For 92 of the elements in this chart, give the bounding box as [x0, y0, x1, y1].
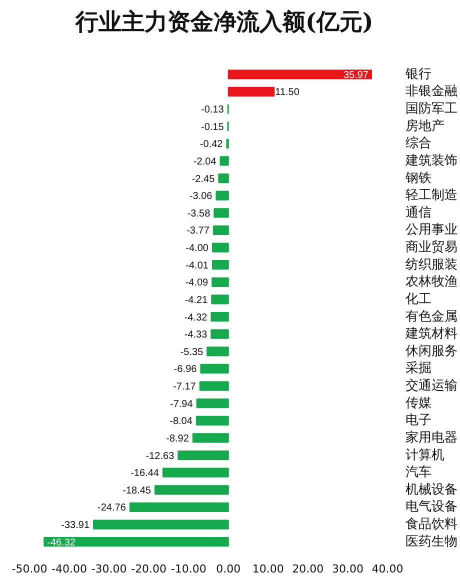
y-tick-label: 机械设备	[406, 482, 458, 498]
y-tick-label: 采掘	[406, 361, 432, 376]
data-label: -7.94	[170, 398, 194, 410]
bar	[212, 277, 229, 287]
data-label: -3.58	[187, 208, 211, 220]
y-tick-label: 公用事业	[406, 222, 458, 238]
bar	[214, 208, 229, 218]
bar	[218, 173, 229, 184]
data-label: -24.76	[98, 502, 126, 514]
data-label: -3.06	[189, 191, 213, 202]
y-tick-label: 汽车	[406, 465, 432, 480]
x-tick-label: 0.00	[216, 562, 241, 576]
y-tick-label: 计算机	[406, 448, 444, 463]
bar	[200, 364, 229, 374]
data-label: -0.42	[200, 139, 224, 150]
y-tick-label: 交通运输	[406, 378, 458, 394]
data-label: -4.32	[184, 312, 208, 324]
data-label: -4.09	[185, 278, 209, 289]
x-tick-label: 40.00	[372, 562, 404, 576]
data-label: -8.92	[166, 433, 190, 444]
bar	[211, 294, 229, 304]
data-label: -4.00	[186, 243, 209, 254]
bar	[44, 537, 229, 547]
bar	[212, 260, 229, 270]
y-tick-label: 食品饮料	[406, 517, 458, 532]
y-tick-label: 休闲服务	[406, 344, 458, 359]
x-tick-label: 10.00	[252, 562, 284, 576]
chart-title: 行业主力资金净流入额(亿元)	[74, 8, 374, 36]
bar	[178, 450, 229, 460]
y-tick-label: 通信	[406, 205, 432, 220]
bar	[212, 242, 229, 252]
x-tick-label: -30.00	[91, 562, 127, 576]
y-tick-label: 非银金融	[406, 84, 458, 100]
bar	[228, 86, 275, 97]
x-tick-label: -20.00	[131, 562, 167, 576]
data-label: -7.17	[173, 382, 196, 393]
bar	[216, 190, 229, 200]
bar	[196, 398, 229, 408]
y-tick-label: 医药生物	[406, 534, 458, 550]
data-label: 35.97	[343, 70, 369, 81]
data-label: -4.33	[184, 330, 208, 341]
y-tick-label: 国防军工	[406, 102, 458, 117]
y-tick-label: 轻工制造	[406, 188, 458, 204]
bar	[154, 485, 229, 495]
data-label: -2.45	[192, 174, 216, 185]
y-tick-label: 有色金属	[406, 309, 458, 324]
y-tick-label: 建筑材料	[404, 326, 458, 342]
y-tick-label: 化工	[406, 292, 432, 307]
bar	[220, 156, 229, 166]
y-tick-label: 家用电器	[406, 429, 458, 446]
y-tick-label: 纺织服装	[406, 257, 458, 272]
bar	[196, 416, 229, 426]
y-tick-label: 商业贸易	[406, 240, 458, 256]
data-label: -12.63	[146, 450, 175, 462]
data-label: -8.04	[170, 416, 193, 428]
data-label: -33.91	[61, 520, 90, 532]
x-tick-label: 20.00	[292, 562, 324, 576]
y-tick-label: 房地产	[406, 118, 444, 134]
bar	[192, 433, 229, 443]
data-label: -0.13	[201, 104, 224, 116]
y-tick-label: 农林牧渔	[406, 274, 458, 290]
data-label: -16.44	[130, 468, 160, 480]
data-label: -6.96	[174, 364, 198, 376]
x-tick-label: -40.00	[52, 562, 88, 576]
bar	[210, 329, 229, 339]
x-tick-label: -50.00	[12, 562, 48, 576]
data-label: -3.77	[186, 226, 210, 237]
y-tick-label: 钢铁	[404, 170, 432, 186]
bar	[210, 312, 229, 322]
bar	[199, 381, 229, 391]
bar	[212, 225, 229, 236]
data-label: -4.01	[186, 260, 209, 272]
y-tick-label: 综合	[406, 136, 432, 152]
bar	[162, 468, 229, 478]
data-label: -0.15	[201, 122, 224, 133]
data-label: -2.04	[193, 156, 217, 168]
data-label: -5.35	[180, 346, 204, 358]
data-label: 11.50	[275, 87, 300, 98]
x-tick-label: 30.00	[332, 562, 364, 576]
bar	[206, 346, 229, 356]
y-tick-label: 电气设备	[406, 500, 458, 515]
y-tick-label: 电子	[406, 413, 432, 428]
y-tick-label: 建筑装饰	[404, 153, 458, 168]
data-label: -46.32	[47, 537, 76, 548]
y-tick-label: 银行	[404, 66, 432, 82]
bar	[129, 502, 229, 512]
data-label: -18.45	[122, 485, 152, 496]
data-label: -4.21	[184, 294, 208, 306]
bar	[228, 70, 372, 80]
x-tick-label: -10.00	[170, 562, 206, 576]
y-tick-label: 传媒	[406, 396, 432, 411]
bar	[93, 520, 229, 530]
